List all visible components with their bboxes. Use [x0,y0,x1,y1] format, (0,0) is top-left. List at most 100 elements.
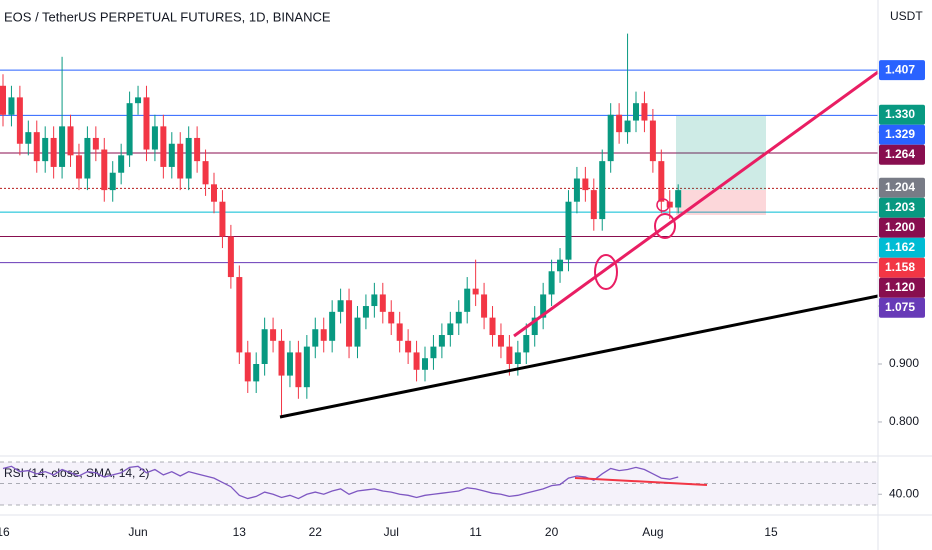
price-label: 1.158 [879,257,925,278]
price-label: 1.329 [879,124,925,145]
candle-body [624,120,631,133]
candle-body [59,126,66,167]
x-tick-label: 20 [545,525,559,539]
rising-trendline [513,70,879,338]
candle-body [126,103,133,156]
rsi-divergence [574,477,708,486]
candle-body [253,364,260,382]
candle-body [278,340,285,376]
price-label: 1.203 [879,197,925,218]
candle-body [143,97,150,150]
candle-body [135,97,142,104]
candle-body [489,317,496,336]
price-label: 1.200 [879,217,925,238]
rsi-tick-label: 40.00 [889,486,919,500]
price-label-box [879,237,925,258]
y-tick-label: 0.800 [889,414,919,428]
price-label: 1.264 [879,144,925,165]
candle-body [354,317,361,347]
candle-body [185,137,192,179]
y-tick-label: 0.900 [889,356,919,370]
candle-body [320,329,327,341]
candle-body [329,311,336,341]
candle-body [67,126,74,156]
price-label: 1.120 [879,277,925,298]
candle-body [658,161,665,202]
candle-body [286,352,293,376]
candle-body [548,271,555,295]
price-label-text: 1.264 [885,147,915,161]
candle-body [481,294,488,318]
x-tick-label: 11 [469,525,482,539]
price-label-text: 1.330 [885,107,915,121]
axis-unit: USDT [890,9,923,23]
price-label-box [879,297,925,318]
candle-body [194,137,201,162]
rsi-pane: RSI (14, close, SMA, 14, 2) [0,461,878,506]
candle-body [346,300,353,347]
price-label-box [879,60,925,81]
candle-body [422,358,428,370]
price-label: 1.407 [879,60,925,81]
price-label-text: 1.162 [885,240,915,254]
candle-body [42,137,49,162]
candle-body [92,137,99,150]
price-label-text: 1.407 [885,62,915,76]
candle-body [211,184,217,202]
candle-body [413,352,420,370]
candle-body [573,178,580,202]
price-label-box [879,124,925,145]
candle-body [312,329,319,347]
support-trendline [279,294,879,419]
candle-body [599,161,606,220]
price-label-box [879,104,925,125]
candle-body [438,335,445,347]
candle-body [101,149,108,191]
candle-body [582,178,589,191]
candle-body [33,132,40,162]
candle-body [151,126,158,150]
candle-body [261,329,268,364]
candle-body [160,126,167,167]
rsi-label: RSI (14, close, SMA, 14, 2) [4,466,149,480]
candle-body [666,201,673,208]
axes: 1.3001.0000.9000.80016Jun1322Jul1120Aug1… [0,60,925,539]
candle-body [168,143,175,167]
target-zone [676,116,766,190]
touch-circle [654,213,676,239]
price-label: 1.075 [879,297,925,318]
price-label-text: 1.200 [885,220,915,234]
candle-body [295,352,302,388]
price-label: 1.204 [879,177,925,198]
x-tick-label: Jul [384,525,399,539]
candle-body [303,346,310,388]
touch-circle [656,198,670,212]
candle-body [616,114,623,133]
x-tick-label: 15 [764,525,778,539]
candle-body [405,340,412,353]
candle-body [557,259,564,272]
candle-body [202,161,209,185]
price-label-text: 1.120 [885,280,915,294]
candle-body [565,201,572,260]
candle-body [430,346,437,359]
candle-body [109,172,116,191]
candle-body [0,85,6,115]
price-label-box [879,144,925,165]
price-label-text: 1.204 [885,180,915,194]
candle-body [236,277,243,353]
candle-body [219,201,226,237]
candle-body [649,120,656,162]
price-label: 1.330 [879,104,925,125]
candle-body [379,294,386,312]
candle-body [270,329,277,341]
candle-body [447,323,454,336]
touch-circle [594,254,618,290]
price-label-box [879,177,925,198]
price-label-box [879,257,925,278]
candle-body [590,190,597,220]
price-label-text: 1.158 [885,260,915,274]
candle-body [16,97,23,144]
